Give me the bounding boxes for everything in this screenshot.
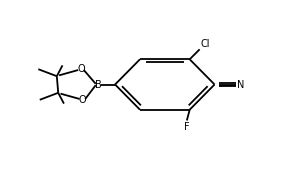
Text: O: O [77,64,85,74]
Text: N: N [237,79,245,90]
Text: O: O [79,95,86,105]
Text: B: B [95,79,101,90]
Text: F: F [184,122,190,132]
Text: Cl: Cl [201,39,210,49]
